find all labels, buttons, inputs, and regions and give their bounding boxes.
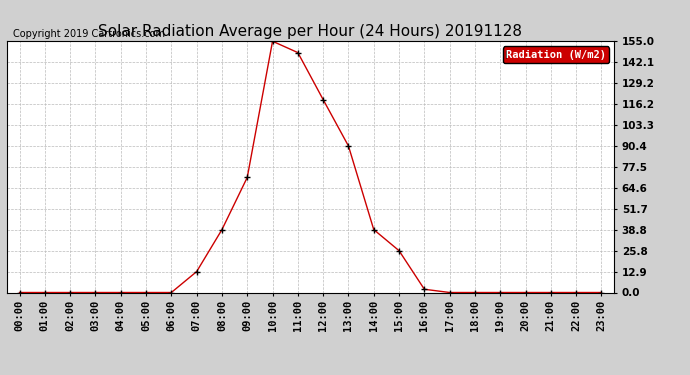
Title: Solar Radiation Average per Hour (24 Hours) 20191128: Solar Radiation Average per Hour (24 Hou… [99, 24, 522, 39]
Legend: Radiation (W/m2): Radiation (W/m2) [502, 46, 609, 63]
Text: Copyright 2019 Cartronics.com: Copyright 2019 Cartronics.com [13, 29, 165, 39]
